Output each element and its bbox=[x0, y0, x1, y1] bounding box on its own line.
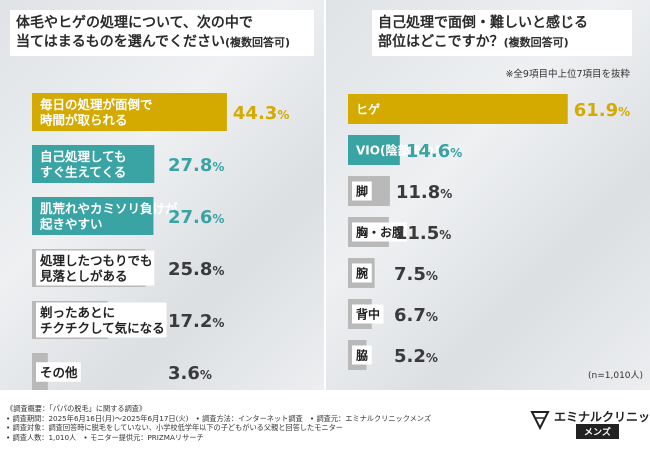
bar bbox=[348, 135, 400, 165]
bar bbox=[32, 93, 227, 131]
bar-label-bg bbox=[352, 345, 372, 365]
bar-value-label: 7.5% bbox=[394, 264, 438, 285]
survey-overview: 《調査概要：「パパの脱毛」に関する調査》 • 調査期間：2025年6月16日(月)… bbox=[6, 404, 431, 442]
bar-value-label: 14.6% bbox=[406, 141, 462, 162]
left-chart-panel: 体毛やヒゲの処理について、次の中で 当てはまるものを選んでください(複数回答可)… bbox=[0, 0, 324, 390]
right-chart-title: 自己処理で面倒・難しいと感じる 部位はどこですか？(複数回答可) bbox=[372, 10, 632, 56]
bar-category-label: 脚 bbox=[356, 184, 368, 199]
bar-value-label: 25.8% bbox=[168, 259, 224, 280]
left-chart-title: 体毛やヒゲの処理について、次の中で 当てはまるものを選んでください(複数回答可) bbox=[10, 10, 314, 56]
left-title-suffix: (複数回答可) bbox=[225, 36, 291, 49]
bar-value-label: 6.7% bbox=[394, 305, 438, 326]
bar-label-bg bbox=[352, 181, 372, 201]
bar-label-bg bbox=[36, 362, 81, 382]
bar bbox=[348, 94, 568, 124]
bar-label-bg bbox=[352, 263, 372, 283]
bar-category-label: 自己処理しても bbox=[40, 149, 127, 164]
bar-category-label: 見落としがある bbox=[39, 269, 128, 284]
bar-value-label: 11.8% bbox=[396, 182, 452, 203]
bar-value-label: 61.9% bbox=[574, 100, 630, 121]
left-title-line1: 体毛やヒゲの処理について、次の中で bbox=[16, 15, 253, 31]
bar-category-label: 処理したつもりでも bbox=[39, 253, 153, 268]
bar-category-label: 背中 bbox=[356, 307, 380, 322]
survey-overview-line: • 調査対象：調査回答時に脱毛をしていない、小学校低学年以下の子どもがいる父親と… bbox=[6, 423, 343, 433]
bar-category-label: すぐ生えてくる bbox=[40, 165, 126, 180]
bar-label-bg bbox=[352, 222, 408, 242]
bar-category-label: 肌荒れやカミソリ負けが bbox=[39, 201, 178, 216]
left-title-line2: 当てはまるものを選んでください bbox=[16, 34, 226, 50]
bar-value-label: 11.5% bbox=[395, 223, 451, 244]
bar-category-label: 毎日の処理が面倒で bbox=[40, 97, 153, 112]
bar-category-label: 起きやすい bbox=[39, 217, 103, 232]
bar-category-label: 剃ったあとに bbox=[39, 305, 115, 320]
bar-category-label: チクチクして気になる bbox=[40, 321, 165, 336]
survey-overview-line: • 調査人数：1,010人 • モニター提供元：PRIZMAリサーチ bbox=[6, 432, 204, 442]
survey-overview-line: 《調査概要：「パパの脱毛」に関する調査》 bbox=[6, 404, 147, 413]
bar-value-label: 5.2% bbox=[394, 346, 438, 367]
sample-size-label: (n=1,010人) bbox=[588, 371, 644, 381]
right-title-suffix: (複数回答可) bbox=[503, 36, 569, 49]
bar bbox=[32, 197, 154, 235]
bar-category-label: 腕 bbox=[355, 266, 368, 281]
bar bbox=[32, 145, 155, 183]
bar-category-label: 胸・お腹 bbox=[356, 225, 405, 240]
bar-category-label: VIO(陰部まわり) bbox=[356, 143, 451, 158]
right-title-line2: 部位はどこですか？ bbox=[378, 34, 504, 50]
bar-label-bg bbox=[36, 250, 155, 286]
right-chart-panel: 自己処理で面倒・難しいと感じる 部位はどこですか？(複数回答可) ※全9項目中上… bbox=[326, 0, 650, 390]
bar-value-label: 27.6% bbox=[168, 207, 224, 228]
right-chart-note: ※全9項目中上位7項目を抜粋 bbox=[505, 69, 630, 80]
bar-label-bg bbox=[36, 302, 167, 338]
bar-category-label: 脇 bbox=[356, 348, 368, 363]
bar-label-bg bbox=[352, 304, 384, 324]
logo-name: エミナルクリニック bbox=[554, 410, 650, 424]
bar-category-label: その他 bbox=[40, 365, 78, 380]
bar-value-label: 27.8% bbox=[168, 155, 224, 176]
logo-sub: メンズ bbox=[576, 424, 619, 439]
bar-value-label: 3.6% bbox=[168, 363, 212, 384]
bar-value-label: 44.3% bbox=[233, 103, 289, 124]
survey-overview-line: • 調査期間：2025年6月16日(月)～2025年6月17日(火) • 調査方… bbox=[6, 413, 432, 423]
survey-footer: 《調査概要：「パパの脱毛」に関する調査》 • 調査期間：2025年6月16日(月)… bbox=[0, 392, 650, 450]
bar-value-label: 17.2% bbox=[168, 311, 224, 332]
right-title-line1: 自己処理で面倒・難しいと感じる bbox=[378, 15, 588, 31]
bar-category-label: ヒゲ bbox=[356, 102, 380, 117]
clinic-logo: エミナルクリニック メンズ bbox=[528, 408, 650, 442]
logo-mark-icon bbox=[530, 411, 550, 430]
bar-category-label: 時間が取られる bbox=[40, 113, 128, 128]
